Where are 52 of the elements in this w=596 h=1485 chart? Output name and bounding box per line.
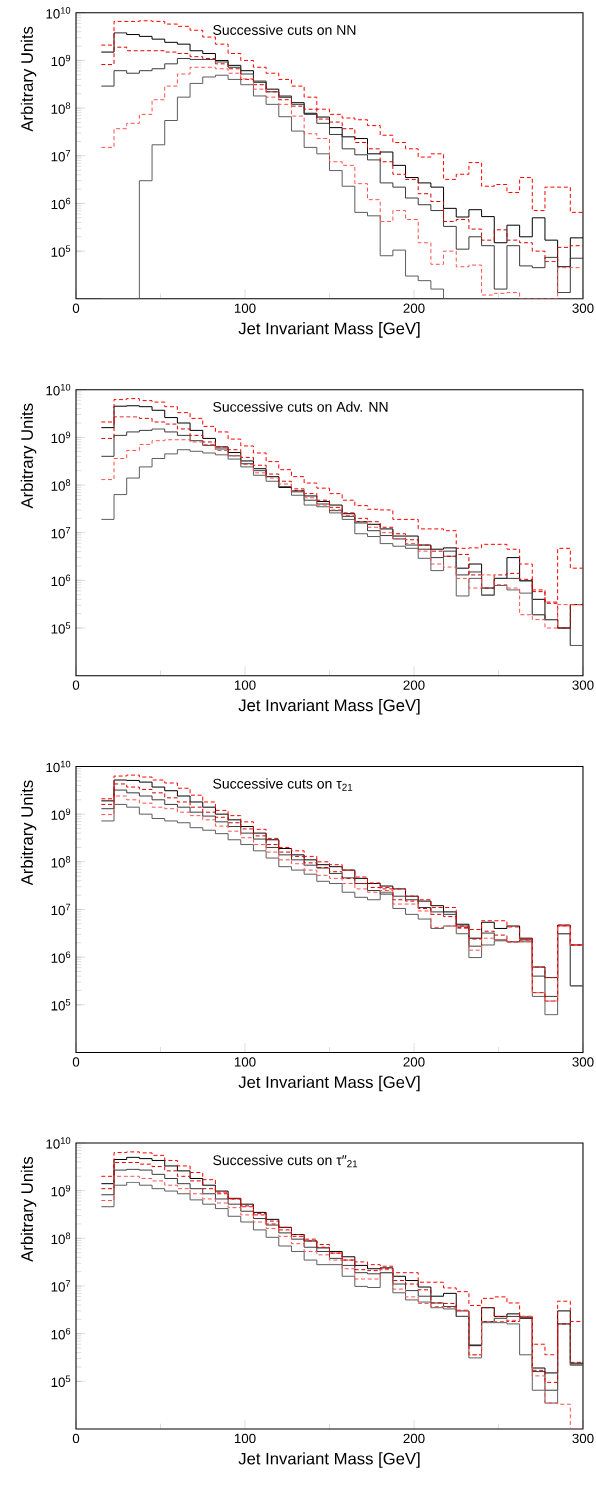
- y-tick-label: 10$^{6}$: [51, 574, 71, 587]
- y-tick-label: 10$^{9}$: [51, 431, 71, 444]
- y-tick-label: 10$^{6}$: [51, 1327, 71, 1340]
- y-tick-label: 10$^{6}$: [51, 951, 71, 963]
- x-axis-title: Jet Invariant Mass [GeV]: [238, 1075, 420, 1092]
- x-tick-label: 100: [234, 680, 256, 690]
- x-axis-title: Jet Invariant Mass [GeV]: [238, 322, 420, 338]
- x-tick-label: 0: [72, 1057, 80, 1067]
- y-axis-title: Arbitrary Units: [20, 403, 37, 509]
- x-tick-label: 200: [403, 680, 425, 690]
- y-tick-label: 10$^{5}$: [51, 622, 71, 634]
- x-tick-label: 300: [572, 1057, 594, 1067]
- y-tick-label: 10$^{9}$: [51, 808, 71, 820]
- x-tick-label: 100: [234, 303, 256, 313]
- y-tick-label: 10$^{7}$: [51, 150, 71, 162]
- x-tick-label: 300: [572, 303, 594, 313]
- y-tick-label: 10$^{10}$: [46, 1137, 71, 1149]
- x-tick-label: 200: [403, 303, 425, 313]
- y-tick-label: 10$^{9}$: [51, 1184, 71, 1197]
- x-tick-label: 0: [72, 303, 80, 313]
- y-tick-label: 10$^{7}$: [51, 903, 71, 916]
- y-tick-label: 10$^{8}$: [51, 479, 71, 491]
- x-tick-label: 0: [72, 1433, 80, 1444]
- x-tick-label: 200: [403, 1433, 425, 1444]
- y-tick-label: 10$^{5}$: [51, 245, 71, 257]
- text: Successive cuts on Adv. NN: [213, 401, 388, 412]
- y-tick-label: 10$^{10}$: [46, 7, 71, 19]
- y-tick-label: 10$^{10}$: [46, 760, 71, 773]
- y-tick-label: 10$^{8}$: [51, 1232, 71, 1245]
- y-tick-label: 10$^{7}$: [51, 1280, 71, 1292]
- x-tick-label: 0: [72, 680, 80, 690]
- y-axis-title: Arbitrary Units: [20, 1156, 37, 1262]
- y-tick-label: 10$^{8}$: [51, 102, 71, 114]
- x-axis-title: Jet Invariant Mass [GeV]: [238, 698, 420, 715]
- y-tick-label: 10$^{8}$: [51, 856, 71, 868]
- y-tick-label: 10$^{7}$: [51, 526, 71, 539]
- x-axis-title: Jet Invariant Mass [GeV]: [238, 1452, 420, 1468]
- y-tick-label: 10$^{10}$: [46, 383, 71, 396]
- x-tick-label: 300: [572, 680, 594, 690]
- x-tick-label: 100: [234, 1057, 256, 1067]
- y-axis-title: Arbitrary Units: [20, 26, 37, 132]
- x-tick-label: 300: [572, 1433, 594, 1444]
- y-tick-label: 10$^{5}$: [51, 999, 71, 1011]
- y-axis-title: Arbitrary Units: [20, 780, 37, 886]
- x-tick-label: 100: [234, 1433, 256, 1444]
- y-tick-label: 10$^{5}$: [51, 1375, 71, 1387]
- y-tick-label: 10$^{9}$: [51, 54, 71, 67]
- text: Successive cuts on τ″$_{21}$: [213, 1154, 358, 1168]
- text: Successive cuts on NN: [213, 24, 356, 35]
- text: Successive cuts on τ$_{21}$: [213, 778, 353, 791]
- y-tick-label: 10$^{6}$: [51, 197, 71, 210]
- x-tick-label: 200: [403, 1057, 425, 1067]
